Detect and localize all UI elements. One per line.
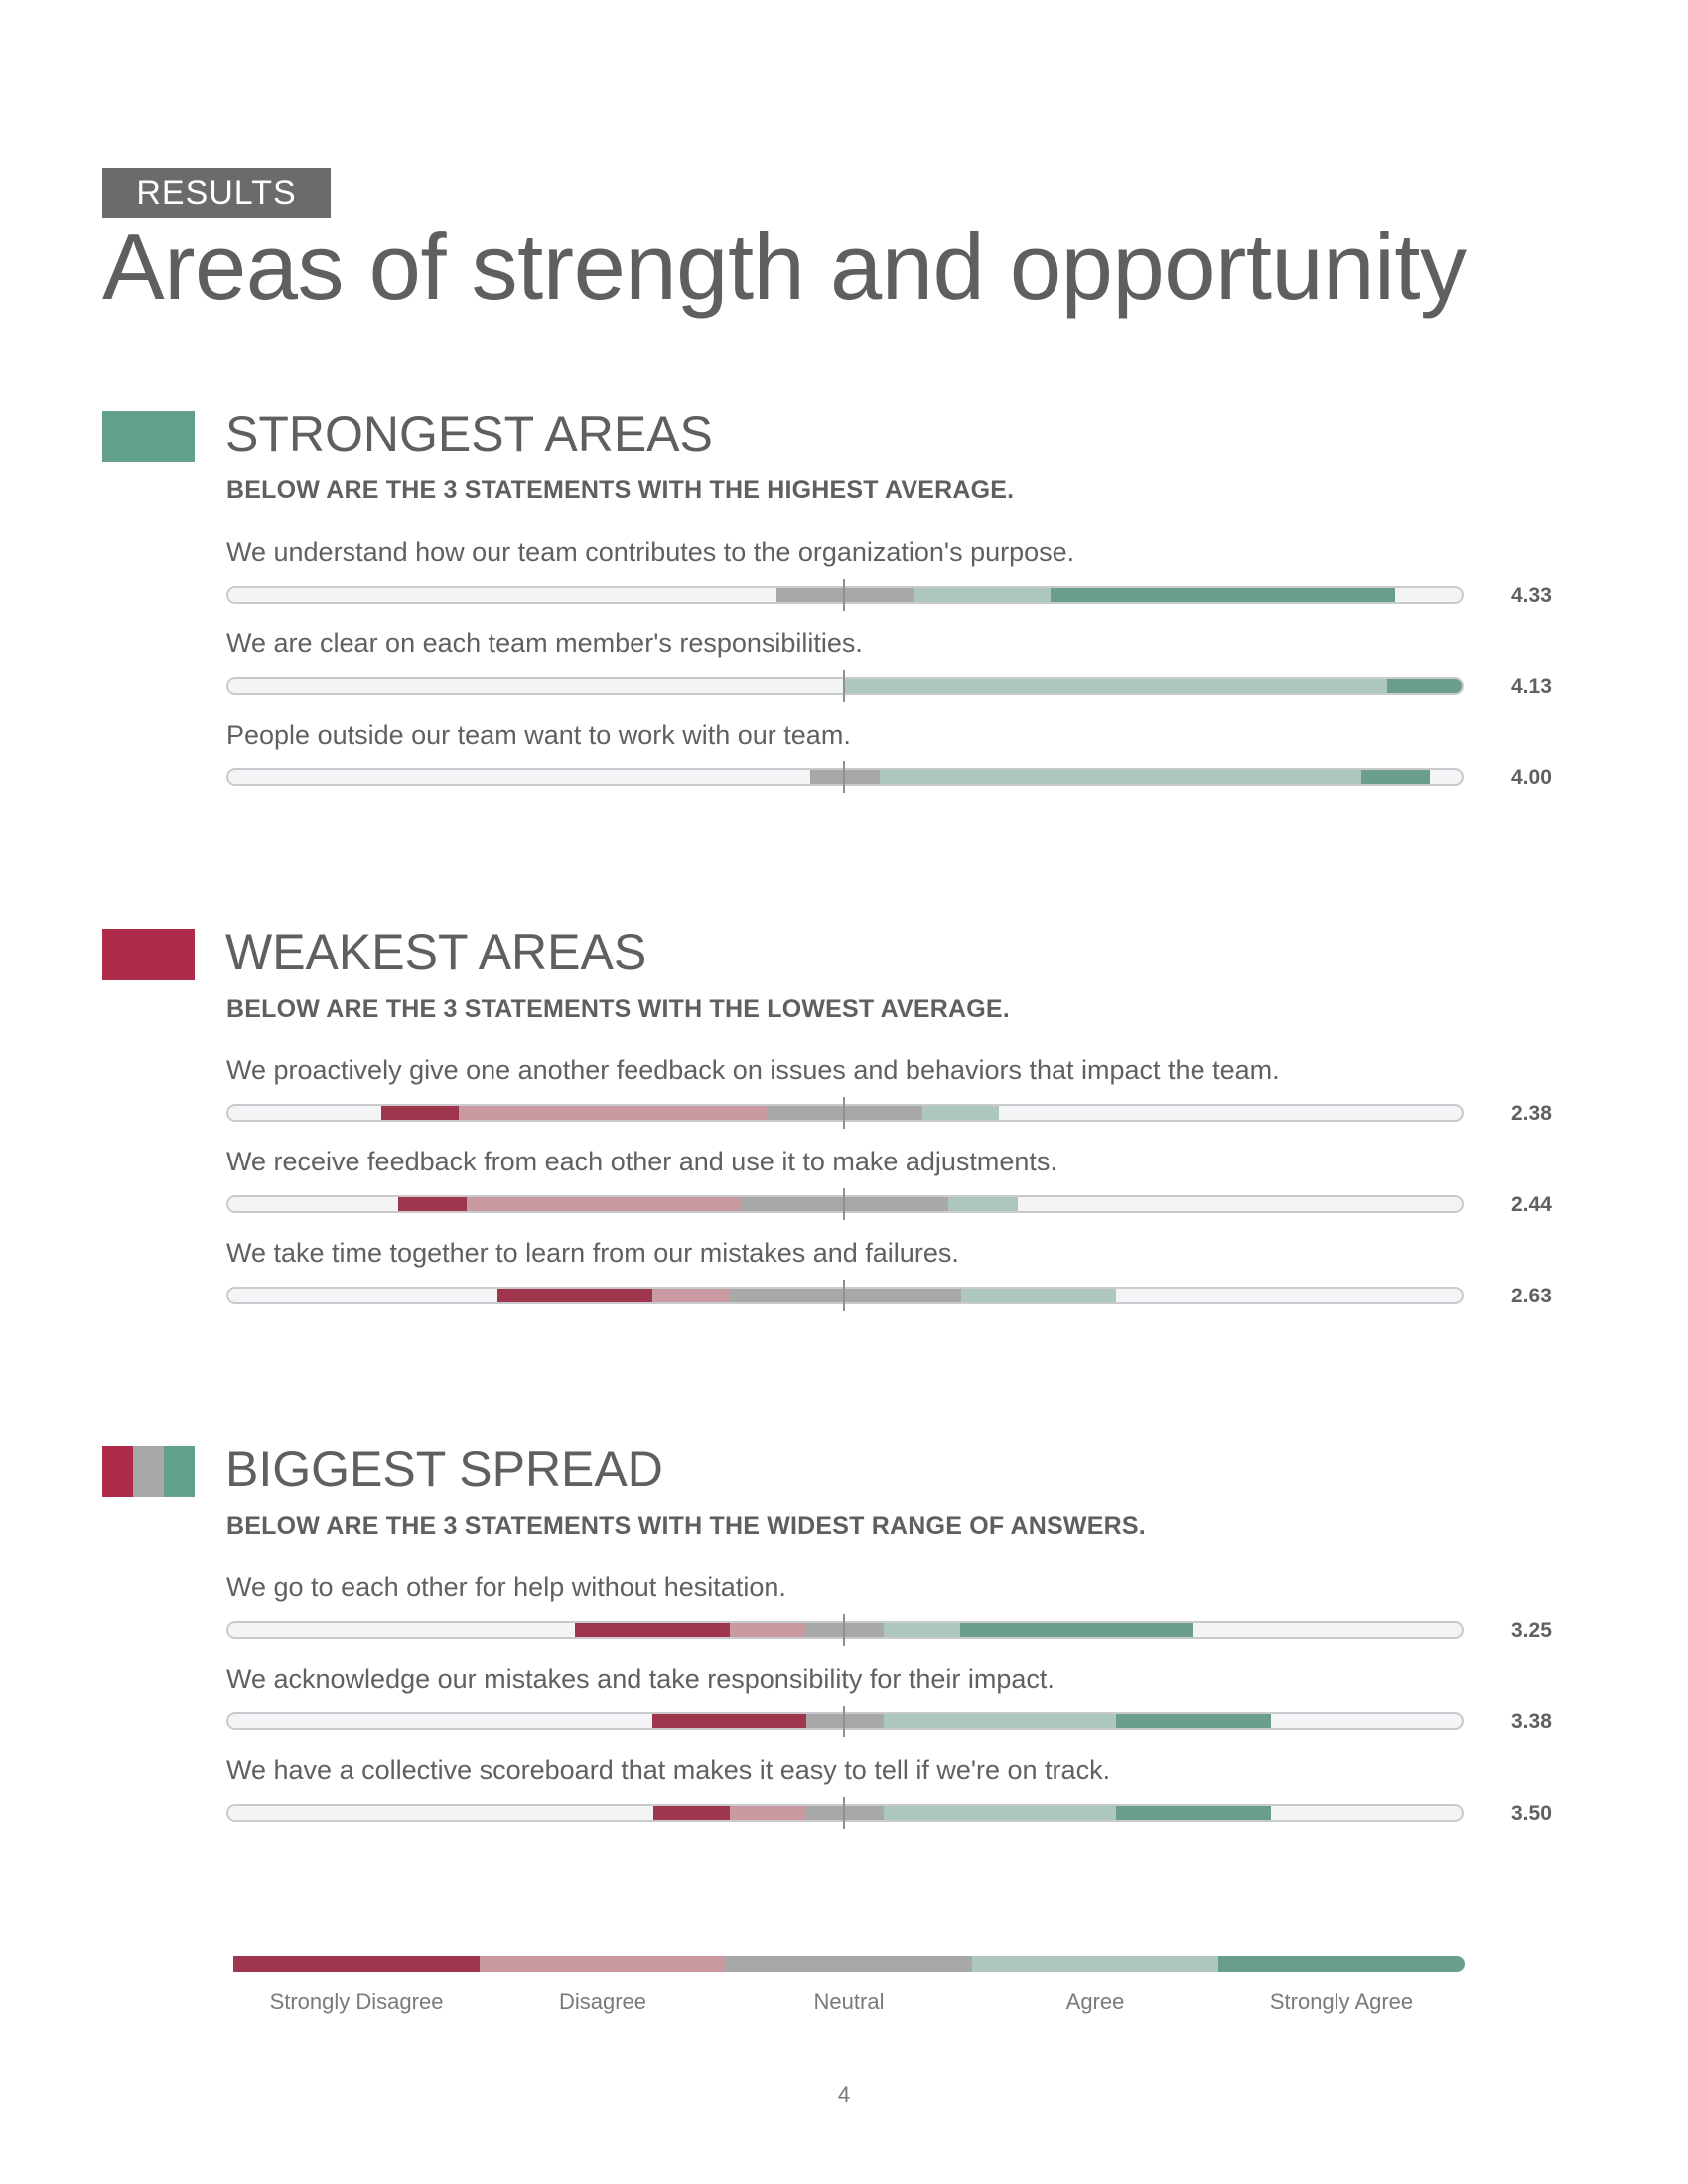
segment-strongly-agree: [1051, 588, 1395, 602]
segment-strongly-disagree: [381, 1106, 459, 1120]
spread-swatch: [102, 1446, 195, 1497]
neutral-midline: [843, 1280, 845, 1311]
response-bar: [226, 677, 1464, 695]
statement-text: We receive feedback from each other and …: [226, 1147, 1057, 1176]
statement-text: We are clear on each team member's respo…: [226, 628, 863, 658]
results-tag: RESULTS: [102, 168, 331, 218]
legend-label: Disagree: [558, 1989, 647, 2014]
segment-disagree: [458, 1106, 769, 1120]
response-bar: [226, 1287, 1464, 1304]
response-bar: [226, 1104, 1464, 1122]
legend-swatch-strongly-agree: [1218, 1956, 1465, 1972]
section-subtitle: BELOW ARE THE 3 STATEMENTS WITH THE WIDE…: [226, 1512, 1146, 1540]
segment-disagree: [651, 1289, 729, 1302]
average-score: 3.50: [1511, 1802, 1552, 1825]
legend-label: Strongly Disagree: [269, 1989, 444, 2014]
statement-text: We have a collective scoreboard that mak…: [226, 1755, 1111, 1785]
average-score: 4.00: [1511, 766, 1552, 789]
statement-text: We understand how our team contributes t…: [226, 537, 1075, 567]
neutral-midline: [843, 579, 845, 611]
statement-text: We proactively give one another feedback…: [226, 1055, 1280, 1085]
section-title: BIGGEST SPREAD: [225, 1441, 663, 1497]
legend-scale-bar: [233, 1956, 1465, 1972]
legend-label: Strongly Agree: [1269, 1989, 1414, 2014]
segment-strongly-agree: [1115, 1806, 1271, 1820]
response-bar: [226, 586, 1464, 604]
average-score: 2.44: [1511, 1193, 1552, 1216]
segment-agree: [948, 1197, 1018, 1211]
page-title: Areas of strength and opportunity: [102, 214, 1467, 319]
segment-agree: [879, 770, 1361, 784]
segment-disagree: [730, 1623, 807, 1637]
response-bar: [226, 1621, 1464, 1639]
average-score: 3.25: [1511, 1619, 1552, 1642]
average-score: 2.63: [1511, 1285, 1552, 1307]
legend-labels: Strongly Disagree Disagree Neutral Agree…: [233, 1989, 1465, 2015]
statement-text: We go to each other for help without hes…: [226, 1572, 786, 1602]
segment-disagree: [467, 1197, 742, 1211]
section-title: STRONGEST AREAS: [225, 406, 713, 462]
segment-agree: [914, 588, 1052, 602]
neutral-midline: [843, 1797, 845, 1829]
neutral-midline: [843, 1706, 845, 1737]
legend-label: Agree: [1065, 1989, 1125, 2014]
segment-strongly-agree: [1360, 770, 1431, 784]
statement-text: We acknowledge our mistakes and take res…: [226, 1664, 1055, 1694]
neutral-midline: [843, 761, 845, 793]
legend-swatch-agree: [972, 1956, 1218, 1972]
segment-strongly-disagree: [652, 1806, 731, 1820]
neutral-midline: [843, 1097, 845, 1129]
strongest-swatch: [102, 411, 195, 462]
response-bar: [226, 1712, 1464, 1730]
segment-strongly-disagree: [651, 1714, 807, 1728]
segment-agree: [845, 679, 1387, 693]
neutral-midline: [843, 1614, 845, 1646]
segment-agree: [883, 1806, 1116, 1820]
segment-strongly-disagree: [397, 1197, 468, 1211]
response-bar: [226, 1804, 1464, 1822]
segment-neutral: [768, 1106, 922, 1120]
section-subtitle: BELOW ARE THE 3 STATEMENTS WITH THE LOWE…: [226, 995, 1010, 1023]
average-score: 3.38: [1511, 1710, 1552, 1733]
segment-disagree: [730, 1806, 807, 1820]
average-score: 4.33: [1511, 584, 1552, 607]
neutral-midline: [843, 1188, 845, 1220]
statement-text: We take time together to learn from our …: [226, 1238, 959, 1268]
legend-swatch-disagree: [480, 1956, 726, 1972]
legend-label: Neutral: [813, 1989, 885, 2014]
section-subtitle: BELOW ARE THE 3 STATEMENTS WITH THE HIGH…: [226, 477, 1015, 504]
legend-swatch-strongly-disagree: [233, 1956, 480, 1972]
segment-strongly-agree: [1386, 679, 1462, 693]
segment-strongly-agree: [1115, 1714, 1271, 1728]
segment-agree: [883, 1623, 960, 1637]
section-title: WEAKEST AREAS: [225, 924, 647, 980]
segment-agree: [883, 1714, 1116, 1728]
segment-strongly-agree: [959, 1623, 1194, 1637]
response-bar: [226, 768, 1464, 786]
average-score: 2.38: [1511, 1102, 1552, 1125]
legend-swatch-neutral: [726, 1956, 972, 1972]
segment-agree: [921, 1106, 1000, 1120]
statement-text: People outside our team want to work wit…: [226, 720, 851, 750]
page-number: 4: [837, 2082, 851, 2107]
average-score: 4.13: [1511, 675, 1552, 698]
response-bar: [226, 1195, 1464, 1213]
segment-strongly-disagree: [496, 1289, 652, 1302]
weakest-swatch: [102, 929, 195, 980]
segment-agree: [961, 1289, 1116, 1302]
segment-strongly-disagree: [575, 1623, 731, 1637]
neutral-midline: [843, 670, 845, 702]
